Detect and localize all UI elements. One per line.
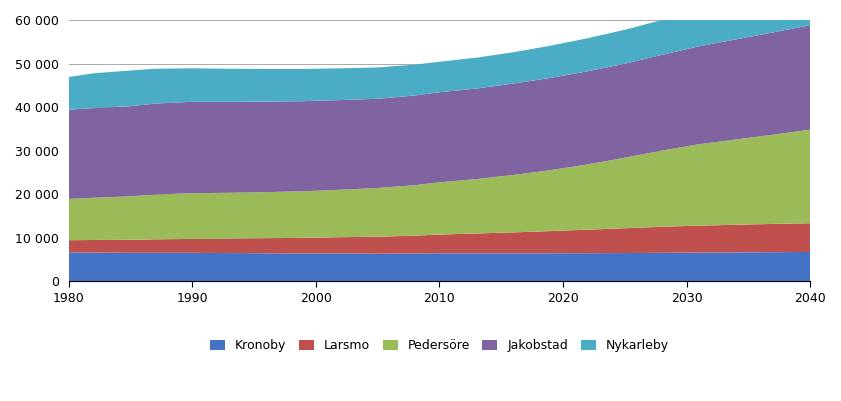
Legend: Kronoby, Larsmo, Pedersöre, Jakobstad, Nykarleby: Kronoby, Larsmo, Pedersöre, Jakobstad, N… [205, 334, 674, 357]
